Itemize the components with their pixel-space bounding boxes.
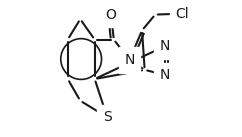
Text: O: O	[106, 8, 117, 22]
Text: N: N	[124, 53, 135, 67]
Text: N: N	[160, 39, 170, 53]
Text: N: N	[160, 68, 170, 82]
Text: Cl: Cl	[176, 7, 189, 21]
Text: S: S	[103, 110, 112, 124]
